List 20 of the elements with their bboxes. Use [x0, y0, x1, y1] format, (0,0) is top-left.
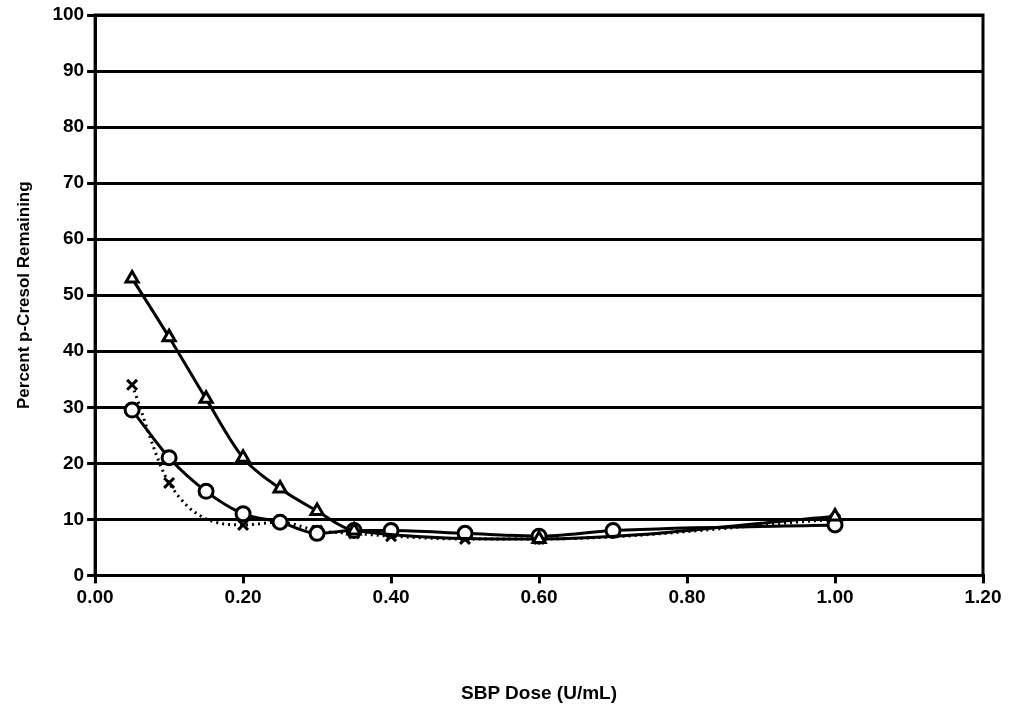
y-tick-label: 60: [62, 227, 85, 249]
y-tick-label: 100: [52, 3, 85, 25]
y-tick-label: 90: [62, 59, 85, 81]
x-tick-label: 0.40: [372, 586, 410, 608]
x-axis-title: SBP Dose (U/mL): [461, 681, 617, 703]
y-tick-label: 70: [62, 171, 85, 193]
y-tick-label: 30: [62, 395, 85, 417]
y-tick-label: 20: [62, 451, 85, 473]
x-tick-label: 0.20: [224, 586, 262, 608]
y-axis-title: Percent p-Cresol Remaining: [13, 181, 33, 410]
x-tick-label: 1.00: [816, 586, 854, 608]
x-tick-label: 0.80: [668, 586, 706, 608]
y-tick-label: 50: [62, 283, 85, 305]
y-tick-label: 40: [62, 339, 85, 361]
x-tick-label: 0.60: [520, 586, 558, 608]
y-tick-label: 10: [62, 507, 85, 529]
x-tick-label: 1.20: [964, 586, 1002, 608]
x-tick-label: 0.00: [76, 586, 114, 608]
y-tick-label: 0: [73, 563, 85, 585]
y-tick-label: 80: [62, 115, 85, 137]
